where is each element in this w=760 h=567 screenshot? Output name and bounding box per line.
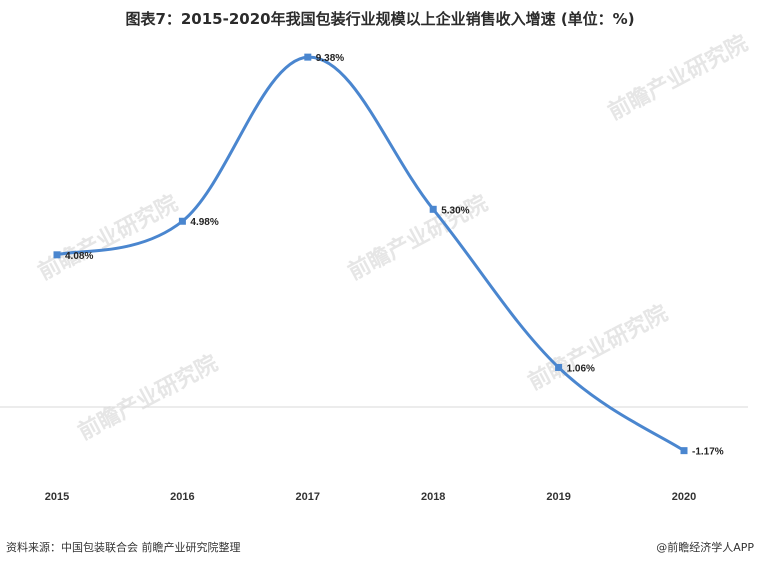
series-line [55, 55, 686, 453]
x-tick-label: 2020 [672, 491, 696, 503]
data-point-marker [53, 251, 61, 259]
data-label: 1.06% [567, 363, 595, 374]
data-point-marker [555, 363, 563, 371]
data-label: 9.38% [316, 53, 344, 64]
x-tick-label: 2016 [170, 491, 194, 503]
data-label: 4.08% [65, 251, 93, 262]
data-point-marker [304, 53, 312, 61]
data-label: -1.17% [692, 447, 724, 458]
markers [53, 53, 688, 455]
data-point-marker [178, 217, 186, 225]
footer: 资料来源：中国包装联合会 前瞻产业研究院整理 @前瞻经济学人APP [6, 539, 754, 557]
x-tick-label: 2017 [296, 491, 320, 503]
x-axis-tick-labels: 2015 2016 2017 2018 2019 2020 [45, 491, 696, 503]
x-tick-label: 2018 [421, 491, 445, 503]
chart-title: 图表7：2015-2020年我国包装行业规模以上企业销售收入增速 (单位：%) [125, 10, 635, 28]
data-label: 5.30% [441, 205, 469, 216]
data-labels: 4.08% 4.98% 9.38% 5.30% 1.06% -1.17% [65, 53, 724, 458]
brand-credit: @前瞻经济学人APP [656, 541, 754, 554]
data-point-marker [429, 205, 437, 213]
data-label: 4.98% [190, 217, 218, 228]
line-chart: 4.08% 4.98% 9.38% 5.30% 1.06% -1.17% 2015 2016… [0, 53, 748, 503]
x-tick-label: 2015 [45, 491, 69, 503]
source-note: 资料来源：中国包装联合会 前瞻产业研究院整理 [6, 541, 241, 554]
data-point-marker [680, 447, 688, 455]
x-tick-label: 2019 [546, 491, 570, 503]
